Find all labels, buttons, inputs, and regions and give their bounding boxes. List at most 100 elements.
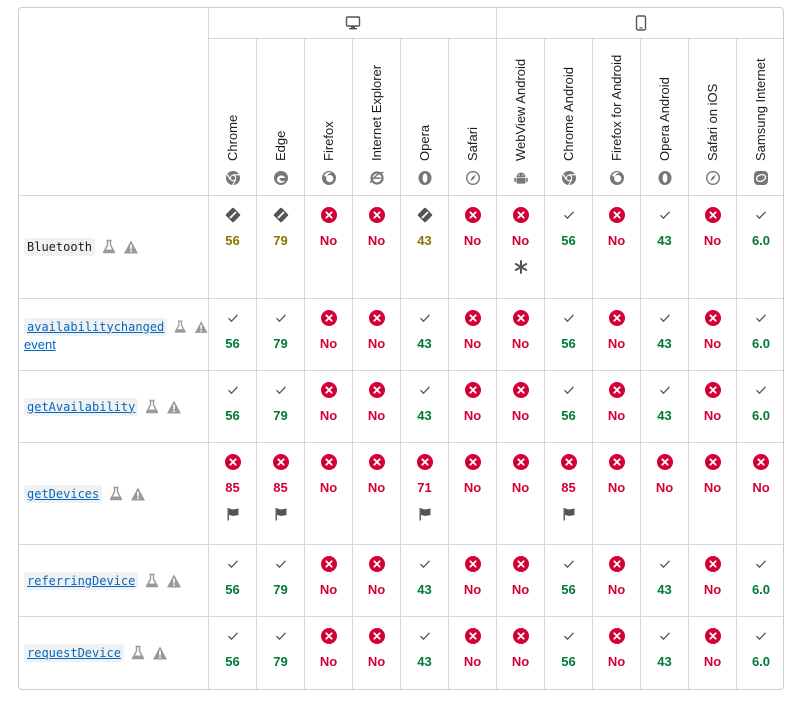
support-cell[interactable]: 85 (209, 443, 257, 545)
support-cell[interactable]: No (689, 371, 737, 443)
support-cell[interactable]: 43 (641, 299, 689, 371)
support-cell[interactable]: 6.0 (737, 371, 783, 443)
support-cell[interactable]: No (689, 299, 737, 371)
support-cell[interactable]: No (593, 371, 641, 443)
support-cell[interactable]: 56 (545, 371, 593, 443)
support-cell[interactable]: 56 (545, 299, 593, 371)
support-mark (704, 553, 721, 575)
support-mark (656, 451, 673, 473)
support-cell[interactable]: 79 (257, 545, 305, 617)
version-label: No (703, 654, 722, 669)
support-cell[interactable]: No (353, 443, 401, 545)
support-cell[interactable]: 79 (257, 371, 305, 443)
support-cell[interactable]: No (689, 443, 737, 545)
support-cell[interactable]: 71 (401, 443, 449, 545)
support-cell[interactable]: No (449, 196, 497, 299)
support-cell[interactable]: No (449, 617, 497, 689)
support-cell[interactable]: 56 (209, 371, 257, 443)
support-cell[interactable]: 56 (209, 299, 257, 371)
support-cell[interactable]: No (449, 443, 497, 545)
support-cell[interactable]: 43 (401, 545, 449, 617)
support-mark (368, 451, 385, 473)
support-cell[interactable]: 79 (257, 617, 305, 689)
feature-event-link[interactable]: event (24, 336, 56, 352)
support-cell[interactable]: No (641, 443, 689, 545)
support-cell[interactable]: No (353, 371, 401, 443)
support-cell[interactable]: No (593, 443, 641, 545)
support-cell[interactable]: 85 (257, 443, 305, 545)
version-label: No (607, 480, 626, 495)
support-cell[interactable]: 56 (545, 196, 593, 299)
feature-link[interactable]: availabilitychanged (24, 317, 168, 336)
browser-header: Opera (401, 39, 449, 196)
support-cell[interactable]: No (737, 443, 783, 545)
support-cell[interactable]: No (593, 545, 641, 617)
support-cell[interactable]: No (449, 545, 497, 617)
support-cell[interactable]: No (305, 196, 353, 299)
browser-name: WebView Android (512, 58, 528, 161)
support-cell[interactable]: 56 (545, 617, 593, 689)
support-cell[interactable]: No (449, 371, 497, 443)
browser-name: Samsung Internet (753, 58, 768, 161)
support-cell[interactable]: No (689, 196, 737, 299)
support-cell[interactable]: 43 (641, 371, 689, 443)
support-cell[interactable]: 56 (209, 545, 257, 617)
support-cell[interactable]: No (353, 196, 401, 299)
feature-link[interactable]: getDevices (24, 484, 103, 503)
support-cell[interactable]: 6.0 (737, 545, 783, 617)
support-cell[interactable]: No (305, 371, 353, 443)
support-cell[interactable]: No (353, 545, 401, 617)
support-cell[interactable]: 56 (209, 617, 257, 689)
experimental-icon (174, 320, 187, 333)
support-cell[interactable]: No (497, 371, 545, 443)
support-cell[interactable]: 43 (641, 545, 689, 617)
support-cell[interactable]: 56 (209, 196, 257, 299)
support-cell[interactable]: No (305, 299, 353, 371)
feature-line: Bluetooth (24, 238, 208, 256)
support-cell[interactable]: 6.0 (737, 196, 783, 299)
support-cell[interactable]: No (689, 545, 737, 617)
support-cell[interactable]: No (353, 299, 401, 371)
support-cell[interactable]: 43 (401, 299, 449, 371)
support-cell[interactable]: 56 (545, 545, 593, 617)
support-cell[interactable]: No (593, 196, 641, 299)
support-cell[interactable]: No (497, 617, 545, 689)
support-cell[interactable]: 43 (401, 617, 449, 689)
support-cell[interactable]: 43 (641, 196, 689, 299)
version-label: 6.0 (751, 233, 771, 248)
feature-link[interactable]: requestDevice (24, 644, 124, 662)
support-cell[interactable]: 43 (401, 371, 449, 443)
support-cell[interactable]: No (689, 617, 737, 689)
version-label: No (367, 408, 386, 423)
support-cell[interactable]: 6.0 (737, 299, 783, 371)
support-cell[interactable]: 6.0 (737, 617, 783, 689)
support-cell[interactable]: No (305, 443, 353, 545)
table-corner (19, 8, 209, 196)
support-cell[interactable]: No (305, 617, 353, 689)
version-label: 43 (417, 582, 432, 597)
support-cell[interactable]: 43 (641, 617, 689, 689)
support-cell[interactable]: No (497, 299, 545, 371)
support-cell[interactable]: 79 (257, 299, 305, 371)
support-cell[interactable]: 43 (401, 196, 449, 299)
support-cell[interactable]: No (305, 545, 353, 617)
cross-icon (416, 454, 433, 470)
support-mark (608, 204, 625, 226)
feature-link[interactable]: referringDevice (24, 571, 139, 590)
support-cell[interactable]: 79 (257, 196, 305, 299)
support-cell[interactable]: No (497, 196, 545, 299)
cross-icon (320, 556, 337, 572)
support-mark (755, 553, 767, 575)
support-mark (704, 379, 721, 401)
feature-link[interactable]: getAvailability (24, 397, 139, 416)
support-cell[interactable]: No (593, 617, 641, 689)
support-cell[interactable]: No (497, 443, 545, 545)
feature-line: availabilitychanged (24, 317, 208, 336)
support-mark (224, 451, 241, 473)
support-cell[interactable]: No (593, 299, 641, 371)
support-cell[interactable]: No (497, 545, 545, 617)
support-cell[interactable]: No (353, 617, 401, 689)
browser-name: Internet Explorer (368, 64, 384, 161)
support-cell[interactable]: No (449, 299, 497, 371)
support-cell[interactable]: 85 (545, 443, 593, 545)
